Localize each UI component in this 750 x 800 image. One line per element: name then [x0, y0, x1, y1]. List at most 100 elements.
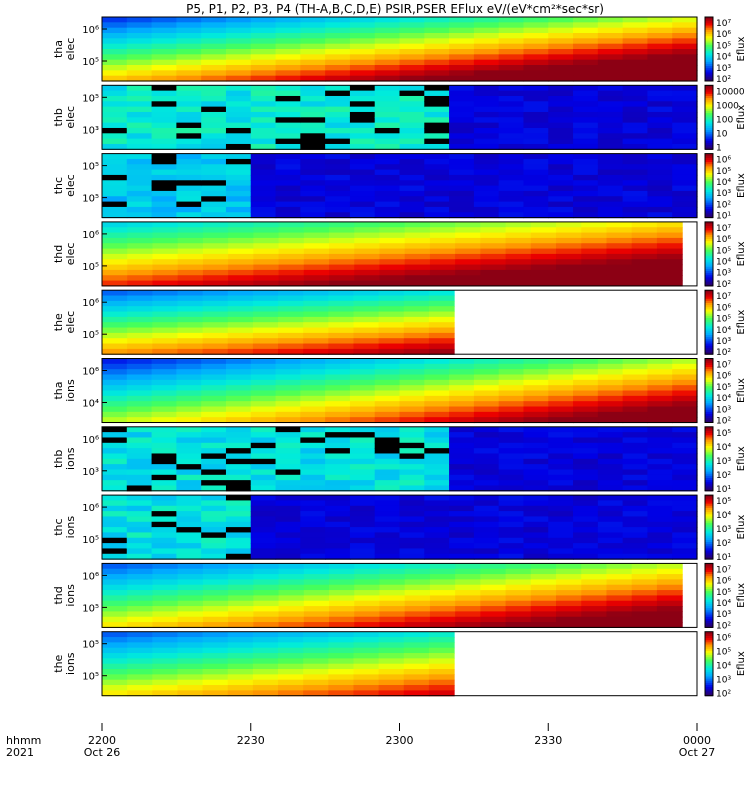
colorbar-tick-label: 10⁷ [716, 361, 731, 371]
spectrogram-cell [581, 579, 608, 586]
spectrogram-cell [202, 642, 229, 649]
spectrogram-cell [404, 237, 431, 244]
colorbar-swatch [705, 305, 713, 308]
spectrogram-cell [473, 127, 500, 134]
spectrogram-cell [597, 106, 624, 113]
spectrogram-cell [151, 38, 177, 45]
spectrogram-cell [151, 426, 177, 433]
spectrogram-cell [250, 521, 277, 528]
spectrogram-cell [428, 343, 455, 350]
spectrogram-cell [473, 548, 500, 555]
spectrogram-cell [253, 568, 280, 575]
spectrogram-cell [126, 553, 153, 560]
spectrogram-cell [480, 584, 507, 591]
spectrogram-cell [176, 500, 202, 507]
colorbar-tick-label: 10² [716, 621, 731, 631]
spectrogram-cell [177, 232, 204, 239]
spectrogram-cell [429, 600, 456, 607]
spectrogram-cell [399, 27, 425, 34]
spectrogram-cell [253, 611, 280, 618]
spectrogram-cell [622, 553, 649, 560]
spectrogram-cell [250, 417, 277, 424]
spectrogram-cell [573, 495, 599, 502]
spectrogram-cell [151, 85, 177, 92]
spectrogram-cell [300, 158, 326, 165]
spectrogram-cell [325, 458, 351, 465]
spectrogram-cell [102, 590, 128, 596]
colorbar-swatch [705, 209, 713, 212]
spectrogram-cell [202, 568, 229, 575]
colorbar-swatch [705, 106, 713, 110]
spectrogram-cell [449, 527, 475, 534]
spectrogram-cell [300, 90, 326, 97]
spectrogram-cell [548, 458, 574, 465]
spectrogram-cell [399, 106, 425, 113]
spectrogram-cell [523, 158, 549, 165]
spectrogram-cell [300, 453, 326, 460]
spectrogram-cell [202, 290, 229, 297]
spectrogram-cell [275, 158, 301, 165]
spectrogram-cell [151, 548, 177, 555]
spectrogram-cell [523, 474, 549, 481]
panel-species-label: elec [64, 174, 77, 197]
spectrogram-cell [102, 448, 128, 455]
spectrogram-cell [202, 679, 229, 686]
spectrogram-cell [102, 442, 128, 449]
spectrogram-cell [349, 464, 376, 471]
spectrogram-cell [275, 101, 301, 108]
spectrogram-cell [399, 511, 425, 518]
spectrogram-cell [378, 311, 405, 318]
spectrogram-cell [374, 127, 401, 134]
spectrogram-cell [329, 243, 355, 250]
spectrogram-cell [556, 600, 582, 607]
spectrogram-cell [523, 453, 549, 460]
spectrogram-cell [606, 227, 633, 234]
spectrogram-cell [250, 117, 277, 124]
spectrogram-cell [378, 306, 405, 313]
spectrogram-cell [404, 616, 431, 623]
spectrogram-cell [672, 164, 698, 171]
spectrogram-cell [473, 432, 500, 439]
spectrogram-cell [325, 212, 351, 219]
spectrogram-cell [597, 505, 624, 512]
spectrogram-cell [201, 480, 227, 487]
spectrogram-cell [573, 505, 599, 512]
spectrogram-cell [102, 85, 128, 92]
spectrogram-cell [151, 143, 177, 150]
spectrogram-cell [428, 290, 455, 297]
spectrogram-cell [329, 584, 355, 591]
spectrogram-cell [202, 674, 229, 681]
spectrogram-cell [473, 43, 500, 50]
spectrogram-cell [399, 190, 425, 197]
spectrogram-cell [573, 485, 599, 492]
spectrogram-cell [228, 243, 254, 250]
spectrogram-cell [428, 669, 455, 675]
spectrogram-cell [127, 311, 153, 318]
spectrogram-cell [252, 631, 279, 638]
spectrogram-cell [404, 253, 431, 260]
spectrogram-cell [573, 138, 599, 145]
spectrogram-cell [429, 221, 456, 228]
spectrogram-cell [126, 75, 153, 82]
spectrogram-cell [177, 642, 204, 649]
spectrogram-cell [177, 590, 204, 596]
spectrogram-cell [672, 127, 698, 134]
spectrogram-cell [622, 395, 649, 402]
colorbar-swatch [705, 542, 713, 545]
spectrogram-cell [573, 453, 599, 460]
y-tick-label: 10⁵ [82, 603, 99, 614]
spectrogram-cell [127, 595, 154, 602]
spectrogram-cell [374, 417, 401, 424]
spectrogram-cell [151, 70, 177, 77]
spectrogram-cell [480, 568, 507, 575]
spectrogram-cell [622, 432, 649, 439]
spectrogram-cell [152, 322, 179, 329]
spectrogram-cell [449, 379, 475, 386]
colorbar-tick-label: 10⁵ [716, 41, 731, 51]
colorbar-swatch [705, 452, 713, 456]
spectrogram-cell [597, 480, 624, 487]
spectrogram-cell [303, 653, 329, 659]
spectrogram-cell [275, 185, 301, 192]
